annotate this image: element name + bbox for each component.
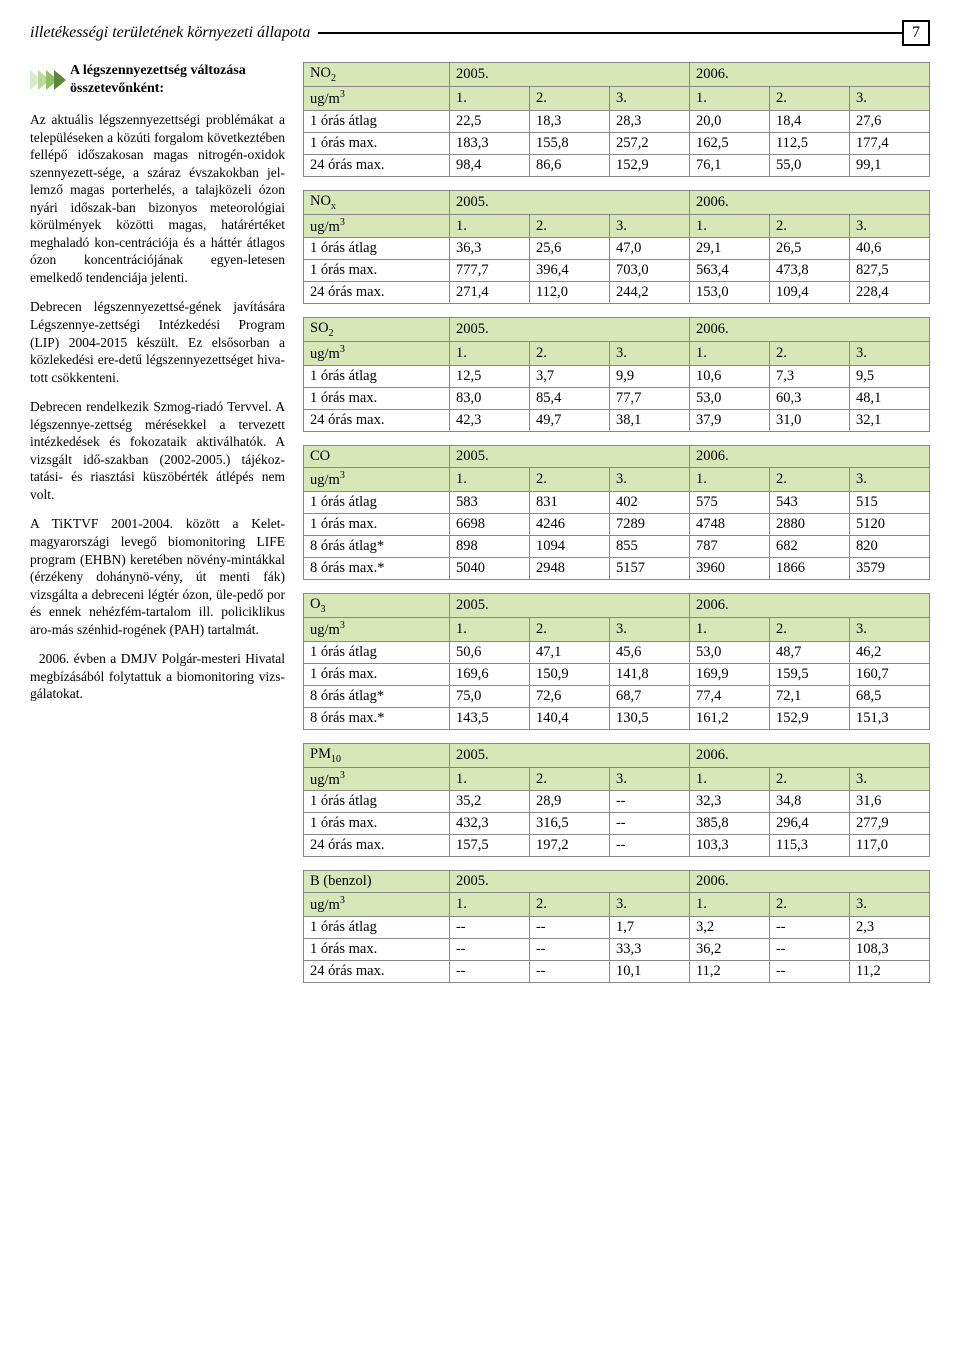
- paragraph-2: Debrecen légszennyezettsé-gének javításá…: [30, 298, 285, 386]
- arrow-icon: [30, 70, 62, 90]
- table-co: CO2005.2006. ug/m31.2.3.1.2.3. 1 órás át…: [303, 445, 930, 580]
- header-rule: [318, 32, 904, 34]
- paragraph-3: Debrecen rendelkezik Szmog-riadó Tervvel…: [30, 398, 285, 503]
- paragraph-4: A TiKTVF 2001-2004. között a Kelet-magya…: [30, 515, 285, 638]
- table-so2: SO22005.2006. ug/m31.2.3.1.2.3. 1 órás á…: [303, 317, 930, 432]
- page-header: illetékességi területének környezeti áll…: [30, 20, 930, 46]
- left-column: A légszennyezettség változása összetevőn…: [30, 62, 285, 996]
- page-number: 7: [902, 20, 930, 46]
- table-nox: NOx2005.2006. ug/m31.2.3.1.2.3. 1 órás á…: [303, 190, 930, 305]
- content-columns: A légszennyezettség változása összetevőn…: [30, 62, 930, 996]
- right-column: NO22005.2006. ug/m31.2.3.1.2.3. 1 órás á…: [303, 62, 930, 996]
- table-benzol: B (benzol)2005.2006. ug/m31.2.3.1.2.3. 1…: [303, 870, 930, 983]
- table-pm10: PM102005.2006. ug/m31.2.3.1.2.3. 1 órás …: [303, 743, 930, 858]
- table-o3: O32005.2006. ug/m31.2.3.1.2.3. 1 órás át…: [303, 593, 930, 730]
- paragraph-5: 2006. évben a DMJV Polgár-mesteri Hivata…: [30, 650, 285, 703]
- table-label: NO2: [304, 63, 450, 87]
- intro-title: A légszennyezettség változása összetevőn…: [70, 62, 285, 97]
- paragraph-1: Az aktuális légszennyezettségi problémák…: [30, 111, 285, 286]
- intro-block: A légszennyezettség változása összetevőn…: [30, 62, 285, 97]
- table-no2: NO22005.2006. ug/m31.2.3.1.2.3. 1 órás á…: [303, 62, 930, 177]
- header-title: illetékességi területének környezeti áll…: [30, 24, 310, 42]
